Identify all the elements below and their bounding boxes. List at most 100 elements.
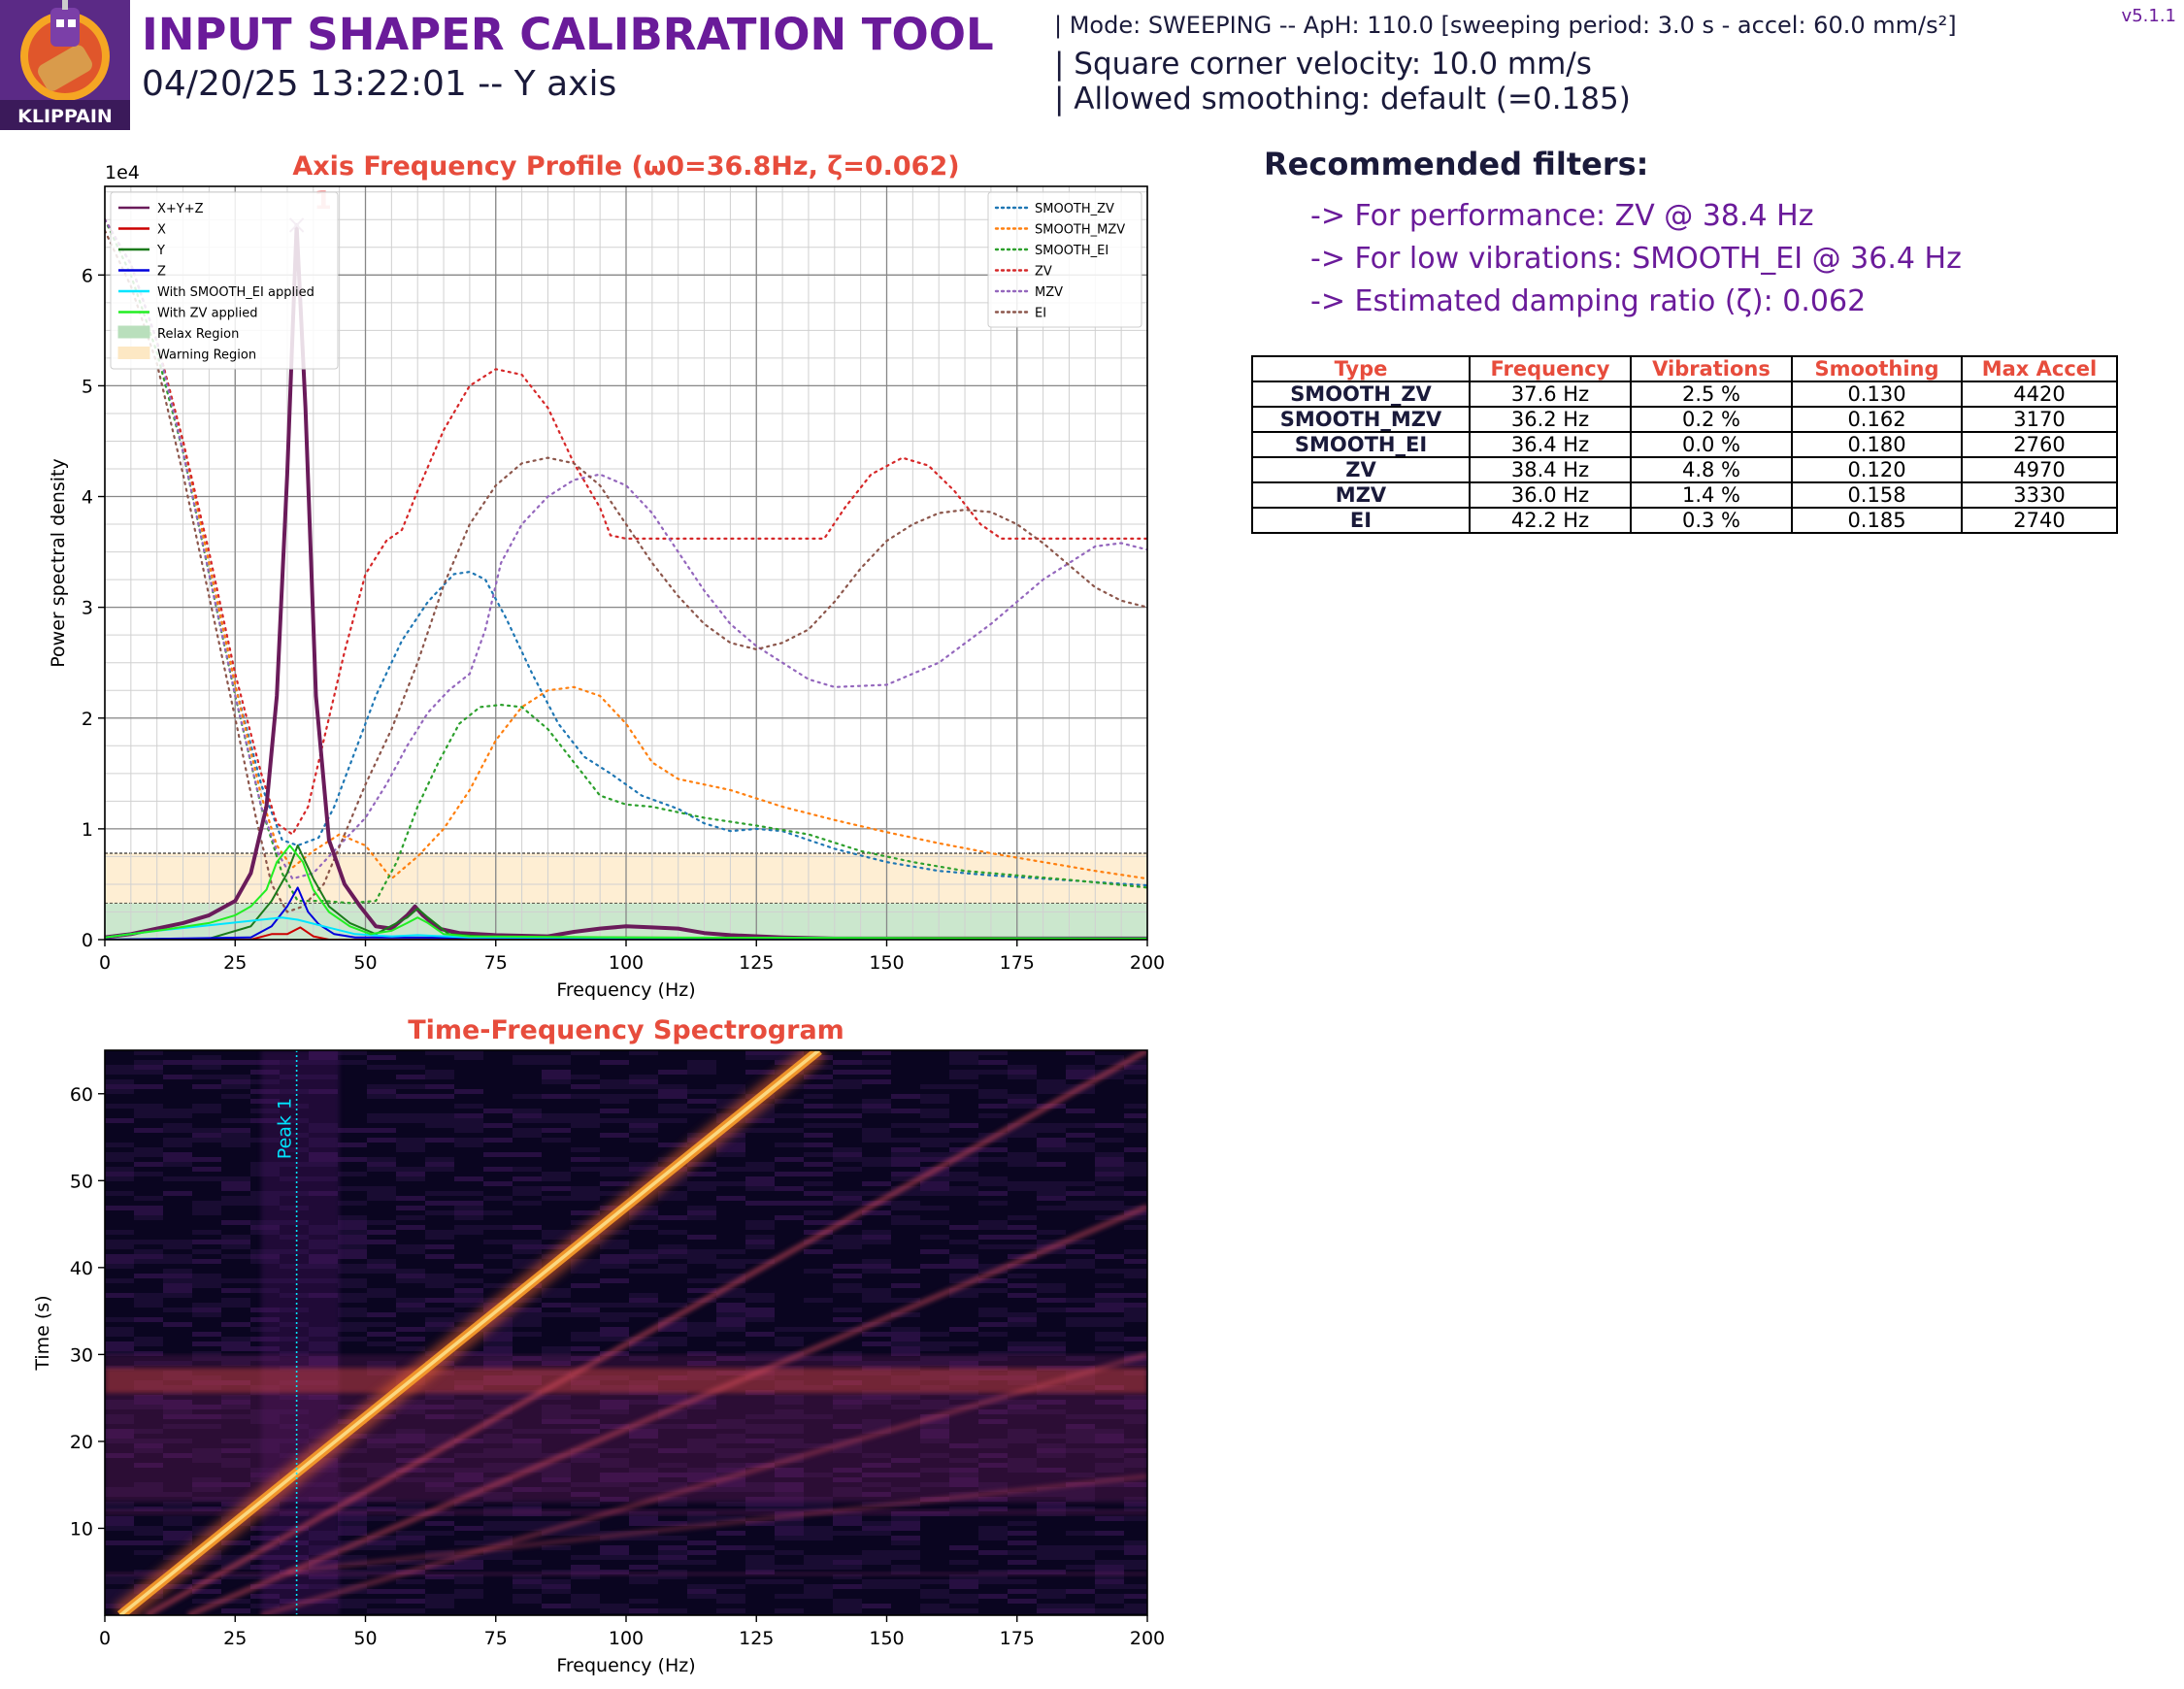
noise-cell: [949, 1075, 978, 1079]
noise-cell: [716, 1327, 745, 1332]
noise-cell: [1095, 1579, 1124, 1584]
noise-cell: [454, 1565, 483, 1570]
noise-cell: [221, 1599, 250, 1604]
noise-cell: [454, 1138, 483, 1143]
noise-cell: [338, 1201, 367, 1206]
noise-cell: [1008, 1070, 1037, 1075]
noise-cell: [1095, 1162, 1124, 1167]
noise-cell: [745, 1240, 775, 1244]
noise-cell: [192, 1055, 221, 1060]
noise-cell: [1124, 1507, 1147, 1511]
noise-cell: [1008, 1128, 1037, 1133]
noise-cell: [600, 1555, 629, 1560]
noise-cell: [775, 1351, 804, 1356]
noise-cell: [862, 1230, 891, 1235]
x-tick-label: 75: [484, 1628, 508, 1649]
noise-cell: [600, 1332, 629, 1337]
noise-cell: [1095, 1201, 1124, 1206]
noise-cell: [629, 1259, 658, 1264]
table-cell: 0.158: [1791, 481, 1963, 509]
table-cell: 2740: [1961, 507, 2118, 534]
legend: SMOOTH_ZV SMOOTH_MZV SMOOTH_EI ZV MZV EI: [987, 191, 1142, 328]
noise-cell: [687, 1332, 716, 1337]
noise-cell: [513, 1128, 542, 1133]
x-tick-label: 125: [739, 1628, 774, 1649]
noise-cell: [1066, 1259, 1095, 1264]
noise-cell: [134, 1050, 163, 1055]
noise-cell: [978, 1322, 1008, 1327]
noise-cell: [687, 1070, 716, 1075]
noise-cell: [425, 1191, 454, 1196]
noise-cell: [163, 1123, 192, 1128]
table-cell: 37.6 Hz: [1469, 381, 1632, 408]
noise-cell: [105, 1176, 134, 1181]
noise-cell: [629, 1215, 658, 1220]
noise-cell: [163, 1507, 192, 1511]
noise-cell: [745, 1502, 775, 1507]
noise-cell: [1037, 1332, 1066, 1337]
table-cell: 36.2 Hz: [1469, 406, 1632, 433]
noise-cell: [338, 1249, 367, 1254]
noise-cell: [513, 1584, 542, 1589]
noise-cell: [105, 1065, 134, 1070]
noise-cell: [949, 1259, 978, 1264]
x-axis-label: Frequency (Hz): [556, 979, 695, 1001]
noise-cell: [891, 1269, 920, 1274]
noise-cell: [978, 1526, 1008, 1531]
noise-cell: [949, 1288, 978, 1293]
noise-cell: [687, 1089, 716, 1094]
noise-cell: [134, 1337, 163, 1341]
noise-cell: [338, 1521, 367, 1526]
noise-cell: [134, 1172, 163, 1176]
noise-cell: [716, 1104, 745, 1109]
noise-cell: [425, 1574, 454, 1579]
noise-cell: [745, 1507, 775, 1511]
noise-cell: [949, 1584, 978, 1589]
mode-parameters: | Mode: SWEEPING -- ApH: 110.0 [sweeping…: [1054, 12, 1957, 39]
noise-cell: [338, 1589, 367, 1594]
noise-cell: [396, 1303, 425, 1308]
noise-cell: [600, 1230, 629, 1235]
noise-cell: [513, 1060, 542, 1065]
noise-cell: [891, 1201, 920, 1206]
noise-cell: [192, 1341, 221, 1346]
resonance-band: [261, 1050, 340, 1615]
noise-cell: [833, 1240, 862, 1244]
noise-cell: [891, 1215, 920, 1220]
noise-cell: [833, 1123, 862, 1128]
noise-cell: [163, 1274, 192, 1278]
noise-cell: [513, 1574, 542, 1579]
noise-cell: [658, 1608, 687, 1613]
noise-cell: [454, 1288, 483, 1293]
noise-cell: [600, 1191, 629, 1196]
noise-cell: [542, 1230, 571, 1235]
noise-cell: [833, 1104, 862, 1109]
noise-cell: [629, 1249, 658, 1254]
noise-cell: [163, 1521, 192, 1526]
noise-cell: [949, 1225, 978, 1230]
noise-cell: [658, 1104, 687, 1109]
noise-cell: [483, 1341, 513, 1346]
noise-cell: [367, 1089, 396, 1094]
noise-cell: [862, 1259, 891, 1264]
noise-cell: [1008, 1181, 1037, 1186]
noise-cell: [600, 1278, 629, 1283]
noise-cell: [367, 1055, 396, 1060]
noise-cell: [716, 1545, 745, 1550]
noise-cell: [338, 1128, 367, 1133]
noise-cell: [658, 1574, 687, 1579]
legend-label: SMOOTH_EI: [1035, 244, 1109, 258]
noise-cell: [687, 1065, 716, 1070]
noise-cell: [1008, 1293, 1037, 1298]
noise-cell: [367, 1608, 396, 1613]
noise-cell: [862, 1109, 891, 1113]
chart-title: Axis Frequency Profile (ω0=36.8Hz, ζ=0.0…: [292, 151, 959, 182]
series-line: [105, 218, 1147, 887]
noise-cell: [804, 1507, 833, 1511]
x-tick-label: 200: [1130, 1628, 1165, 1649]
noise-cell: [454, 1191, 483, 1196]
noise-cell: [862, 1604, 891, 1608]
noise-cell: [1066, 1545, 1095, 1550]
noise-cell: [716, 1317, 745, 1322]
noise-cell: [454, 1579, 483, 1584]
